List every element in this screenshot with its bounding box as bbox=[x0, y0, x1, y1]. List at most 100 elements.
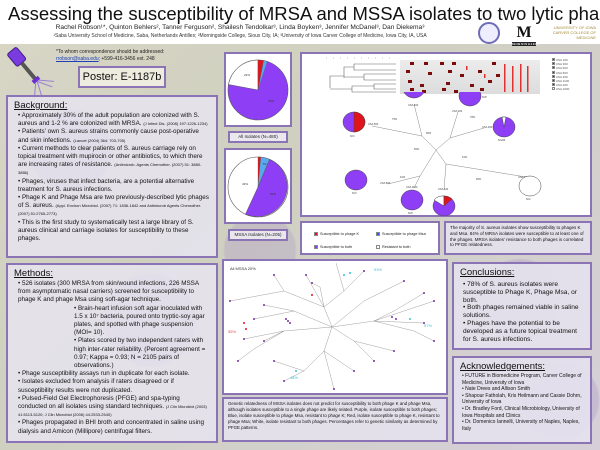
methods-item: • Phage susceptibility assays run in dup… bbox=[18, 370, 190, 378]
mrsa-radial-tree: USA 400 USA 200 USA 500 USA 300 USA 800 … bbox=[342, 92, 542, 216]
blue-swatch-icon bbox=[376, 232, 380, 236]
mssa-tree-caption: Genetic relatedness of MSSA isolates doe… bbox=[222, 397, 448, 442]
svg-text:N=3: N=3 bbox=[350, 135, 355, 138]
mssa-unrooted-tree: 53% 55% 57% 48% bbox=[228, 262, 435, 390]
contact-info: *To whom correspondence should be addres… bbox=[56, 49, 164, 63]
morningside-letter: M bbox=[516, 24, 532, 41]
contact-email-link[interactable]: rrobson@saba.edu bbox=[56, 56, 99, 62]
ack-item: • Dr. Bradley Ford, Clinical Microbiolog… bbox=[462, 405, 580, 419]
svg-text:73%: 73% bbox=[268, 99, 274, 103]
mssa-tree-figure: All MSSA 20% 53% 55% 57% 48% bbox=[222, 259, 448, 395]
methods-item: • Pulsed-Field Gel Electrophoresis (PFGE… bbox=[18, 394, 207, 418]
svg-text:51%: 51% bbox=[270, 192, 276, 196]
strain-label: USA 500 bbox=[552, 70, 569, 75]
poster-id-badge: Poster: E-1187b bbox=[78, 66, 166, 88]
legend-item-phage-msa: Susceptible to phage Msa bbox=[376, 232, 426, 236]
methods-item: • Phages propagated in BHI broth and con… bbox=[18, 419, 204, 435]
svg-text:55%: 55% bbox=[228, 329, 236, 334]
contact-note: *To whom correspondence should be addres… bbox=[56, 49, 165, 55]
background-item: • This is the first study to systematica… bbox=[18, 218, 194, 243]
svg-text:USA 300: USA 300 bbox=[482, 125, 493, 129]
dendrogram bbox=[326, 57, 396, 93]
svg-text:N=2: N=2 bbox=[526, 198, 531, 201]
background-title: Background: bbox=[14, 100, 68, 111]
university-seal-logo bbox=[478, 22, 500, 44]
pie-chart-mssa-isolates: 43% 51% 5% bbox=[224, 148, 292, 224]
mrsa-pfge-figure: USA 100 USA 300 USA 600 USA 500 USA 200 … bbox=[300, 52, 592, 217]
svg-text:N=8: N=8 bbox=[408, 212, 413, 215]
bacteriophage-icon bbox=[7, 47, 54, 98]
svg-text:N=203: N=203 bbox=[498, 139, 506, 142]
strain-label: USA 600 bbox=[552, 66, 569, 70]
svg-text:65%: 65% bbox=[414, 147, 420, 151]
ack-item: • FUTURE in Biomedicine Program, Carver … bbox=[462, 373, 582, 386]
pie-chart-all-isolates: 22% 73% bbox=[224, 52, 292, 127]
poster-header: Assessing the susceptibility of MRSA and… bbox=[0, 0, 600, 46]
strain-legend: USA 100 USA 300 USA 600 USA 500 USA 200 … bbox=[552, 58, 569, 92]
pie-mssa-caption: MSSA Isolates (N=205) bbox=[228, 229, 288, 241]
strain-label: USA 300 bbox=[552, 62, 569, 66]
legend-item-both: Susceptible to both bbox=[314, 245, 352, 249]
background-section: Background: • Approximately 30% of the a… bbox=[6, 95, 218, 258]
background-item: • Current methods to clear patients of S… bbox=[18, 144, 203, 176]
ack-item: • Dr. Domenico Iannelli, University of N… bbox=[462, 419, 580, 432]
svg-text:USA 1100: USA 1100 bbox=[406, 185, 418, 189]
strain-label: USA 400 bbox=[552, 83, 569, 87]
background-body: • Approximately 30% of the adult populat… bbox=[14, 112, 210, 243]
conclusion-item: • Phages have the potential to be develo… bbox=[463, 319, 577, 343]
svg-text:61%: 61% bbox=[400, 175, 406, 179]
ack-item: • Nate Drees and Allison Smith bbox=[462, 386, 531, 393]
svg-text:N=3: N=3 bbox=[352, 192, 357, 195]
title-text: Assessing the susceptibility of MRSA and… bbox=[8, 3, 600, 24]
affiliations: ¹Saba University School of Medicine, Sab… bbox=[53, 33, 427, 39]
poster-title: Assessing the susceptibility of MRSA and… bbox=[8, 3, 600, 25]
results-summary: The majority of S. aureus isolates show … bbox=[444, 221, 592, 255]
phage-susceptibility-legend: Susceptible to phage K Susceptible to ph… bbox=[300, 221, 440, 255]
methods-title: Methods: bbox=[14, 268, 54, 279]
svg-text:USA 800: USA 800 bbox=[380, 181, 391, 185]
methods-item: • Isolates excluded from analysis if rat… bbox=[18, 378, 174, 394]
acknowledgements-section: Acknowledgements: • FUTURE in Biomedicin… bbox=[452, 356, 592, 444]
svg-text:65%: 65% bbox=[426, 131, 432, 135]
svg-text:78%: 78% bbox=[470, 115, 476, 119]
svg-text:61%: 61% bbox=[462, 155, 468, 159]
pie-chart-all-svg: 22% 73% bbox=[227, 59, 289, 121]
svg-text:53%: 53% bbox=[374, 267, 382, 272]
strain-label: USA 100 bbox=[552, 58, 569, 62]
svg-text:43%: 43% bbox=[242, 182, 248, 186]
conclusions-body: • 78% of S. aureus isolates were suscept… bbox=[460, 281, 584, 343]
legend-item-resistant: Resistant to both bbox=[376, 245, 411, 249]
svg-text:65%: 65% bbox=[476, 177, 482, 181]
methods-item: • Plates scored by two independent rater… bbox=[74, 337, 206, 370]
pie-chart-mssa-svg: 43% 51% 5% bbox=[227, 156, 289, 218]
methods-item: • 526 isolates (300 MRSA from skin/wound… bbox=[18, 280, 199, 304]
conclusion-item: • 78% of S. aureus isolates were suscept… bbox=[463, 281, 577, 304]
purple-swatch-icon bbox=[314, 245, 318, 249]
morningside-logo: M MORNINGSIDE bbox=[512, 24, 540, 46]
methods-section: Methods: • 526 isolates (300 MRSA from s… bbox=[6, 263, 218, 443]
svg-text:48%: 48% bbox=[290, 375, 298, 380]
svg-text:USA 100: USA 100 bbox=[438, 187, 449, 191]
mssa-tree-label: All MSSA 20% bbox=[230, 266, 256, 271]
acknowledgements-body: • FUTURE in Biomedicine Program, Carver … bbox=[460, 373, 584, 432]
svg-text:USA 200: USA 200 bbox=[452, 109, 463, 113]
acknowledgements-title: Acknowledgements: bbox=[460, 361, 546, 372]
background-item: • Approximately 30% of the adult populat… bbox=[18, 112, 208, 128]
pfge-gel-image bbox=[400, 60, 540, 94]
morningside-subtext: MORNINGSIDE bbox=[512, 42, 540, 46]
conclusions-section: Conclusions: • 78% of S. aureus isolates… bbox=[452, 262, 592, 350]
svg-text:USA 500: USA 500 bbox=[368, 122, 379, 126]
svg-text:5%: 5% bbox=[263, 163, 267, 166]
svg-text:USA 1000: USA 1000 bbox=[518, 175, 530, 179]
strain-label: USA 1100 bbox=[552, 79, 569, 83]
strain-label: USA 200 bbox=[552, 74, 569, 79]
conclusion-item: • Both phages remained viable in saline … bbox=[463, 304, 579, 320]
methods-item: • Brain-heart infusion soft agar inocula… bbox=[74, 304, 205, 337]
svg-text:75%: 75% bbox=[392, 117, 398, 121]
svg-text:N=8: N=8 bbox=[482, 96, 487, 99]
ack-item: • Shapour Fatholah, Kris Heilmann and Ca… bbox=[462, 392, 582, 406]
pie-all-caption: All Isolates (N=480) bbox=[228, 131, 288, 143]
legend-item-phage-k: Susceptible to phage K bbox=[314, 232, 359, 236]
svg-text:USA 400: USA 400 bbox=[408, 103, 419, 107]
white-swatch-icon bbox=[376, 245, 380, 249]
